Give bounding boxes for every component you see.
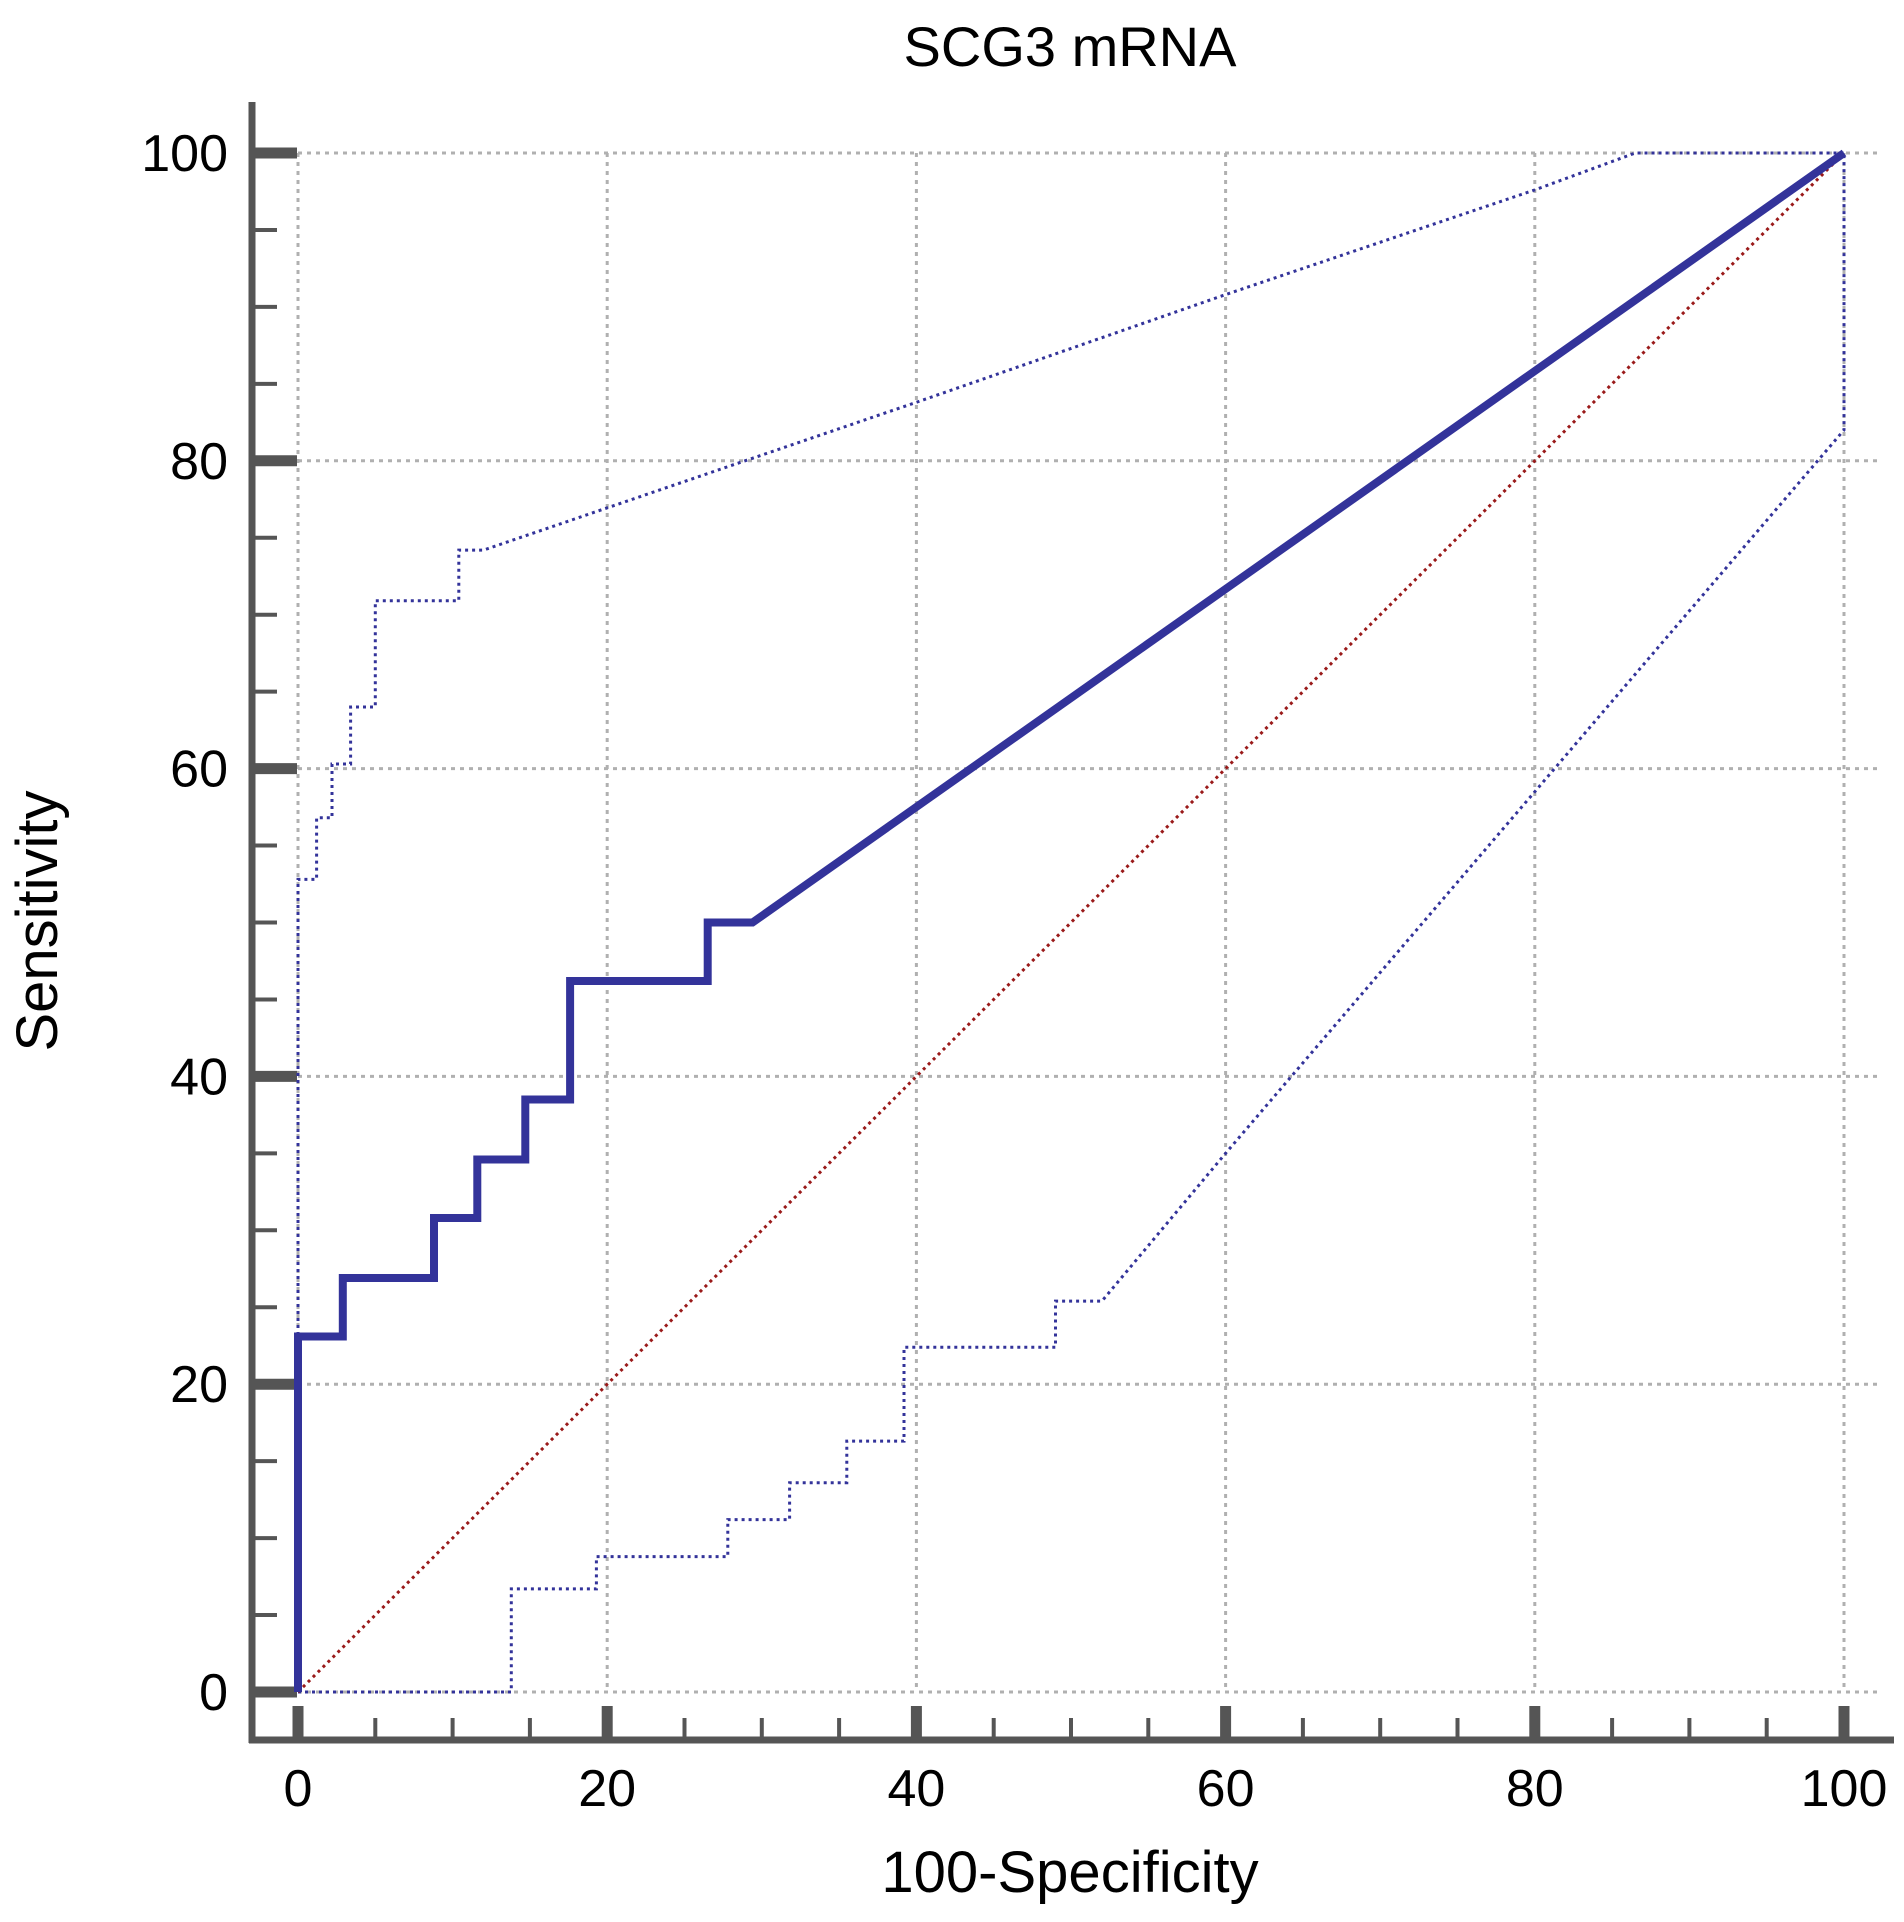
y-tick-label: 0 [199,1664,228,1722]
x-tick-label: 80 [1506,1760,1564,1818]
axes [248,102,1894,1744]
upper-ci-line [296,151,1844,1692]
y-tick-label: 100 [141,125,228,183]
y-tick-label: 20 [170,1356,228,1414]
x-tick-label: 100 [1801,1760,1888,1818]
lower-ci-line [298,153,1846,1694]
chart-title: SCG3 mRNA [904,15,1238,78]
roc-curve-line [294,149,1847,1692]
x-axis-label: 100-Specificity [881,1840,1258,1905]
grid [296,151,1882,1694]
y-tick-label: 80 [170,433,228,491]
x-tick-label: 0 [284,1760,313,1818]
series [294,149,1847,1694]
y-tick-label: 40 [170,1048,228,1106]
x-tick-label: 20 [578,1760,636,1818]
x-tick-label: 40 [887,1760,945,1818]
y-axis-label: Sensitivity [5,790,70,1051]
reference-diagonal-line [296,151,1846,1694]
labels: SCG3 mRNA 100-Specificity Sensitivity 0 2… [5,15,1887,1905]
y-tick-label: 60 [170,741,228,799]
x-tick-label: 60 [1197,1760,1255,1818]
